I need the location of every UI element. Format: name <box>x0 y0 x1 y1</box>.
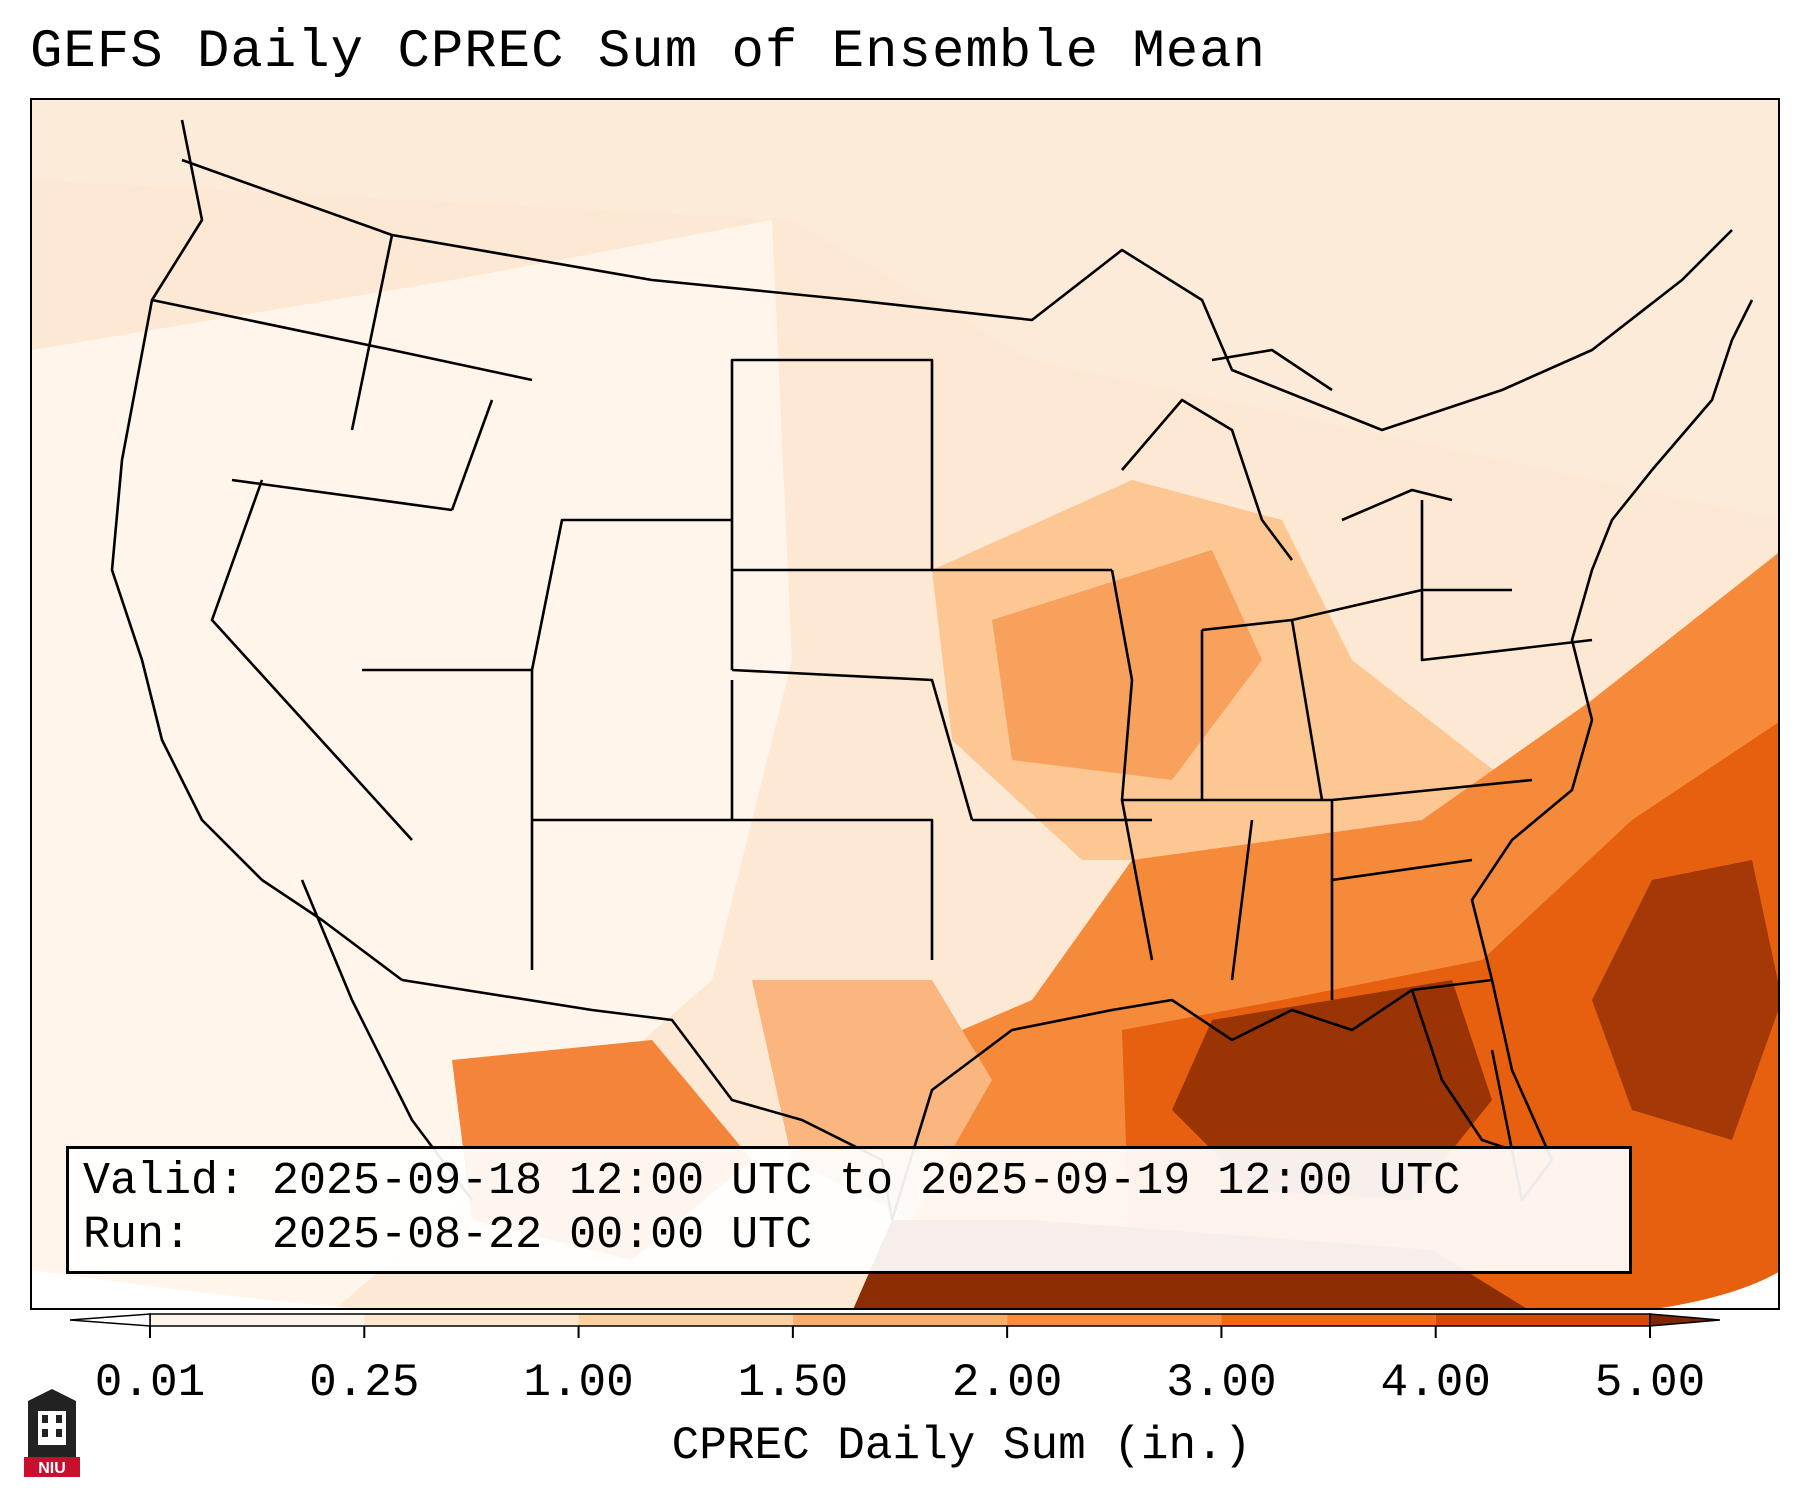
colorbar-tick-label: 2.00 <box>951 1357 1063 1409</box>
colorbar-segment <box>1435 1314 1650 1326</box>
map-canvas <box>32 100 1778 1308</box>
interior-state-lines <box>151 234 1593 1000</box>
colorbar-under-arrow <box>70 1313 151 1327</box>
valid-run-info-box: Valid: 2025-09-18 12:00 UTC to 2025-09-1… <box>66 1146 1632 1274</box>
valid-time-range: 2025-09-18 12:00 UTC to 2025-09-19 12:00… <box>272 1156 1461 1207</box>
precip-map <box>30 98 1780 1310</box>
precip-field-gulf-max <box>1172 980 1492 1200</box>
colorbar-segment <box>364 1314 579 1326</box>
colorbar-segment <box>578 1314 793 1326</box>
colorbar-tick-label: 4.00 <box>1380 1357 1491 1409</box>
colorbar-tick-label: 0.25 <box>309 1357 420 1409</box>
projection-edge-left <box>32 1270 352 1308</box>
precip-field-dry-west <box>32 220 792 1308</box>
colorbar-tick-label: 1.00 <box>523 1357 634 1409</box>
colorbar <box>70 1313 1721 1338</box>
valid-label: Valid: <box>83 1156 246 1207</box>
map-title: GEFS Daily CPREC Sum of Ensemble Mean <box>30 22 1266 83</box>
colorbar-over-arrow <box>1649 1313 1721 1327</box>
canada-border <box>181 158 1733 432</box>
colorbar-tick-label: 1.50 <box>737 1357 849 1409</box>
projection-edge-right <box>1660 1272 1778 1308</box>
atlantic-coastline <box>1470 299 1754 981</box>
run-label: Run: <box>83 1210 192 1261</box>
colorbar-segment <box>1221 1314 1436 1326</box>
colorbar-tick-label: 0.01 <box>94 1357 206 1409</box>
precip-field-atlantic-max <box>1592 860 1778 1140</box>
precip-field-midwest-core <box>992 550 1262 780</box>
colorbar-label: CPREC Daily Sum (in.) <box>671 1420 1252 1472</box>
run-time: 2025-08-22 00:00 UTC <box>272 1210 813 1261</box>
colorbar-segments <box>149 1313 1651 1327</box>
great-lakes-shorelines <box>1121 348 1453 561</box>
colorbar-segment <box>1007 1314 1222 1326</box>
gulf-coastline <box>890 978 1554 1221</box>
colorbar-segment <box>150 1314 365 1326</box>
svg-text:NIU: NIU <box>38 1460 66 1477</box>
colorbar-tick-label: 3.00 <box>1166 1357 1277 1409</box>
florida-outline <box>1410 989 1513 1152</box>
niu-logo: NIU <box>24 1389 80 1477</box>
colorbar-segment <box>792 1314 1008 1326</box>
colorbar-tick-marks <box>149 1326 1651 1338</box>
pacific-coastline <box>110 119 403 982</box>
colorbar-tick-label: 5.00 <box>1594 1357 1706 1409</box>
